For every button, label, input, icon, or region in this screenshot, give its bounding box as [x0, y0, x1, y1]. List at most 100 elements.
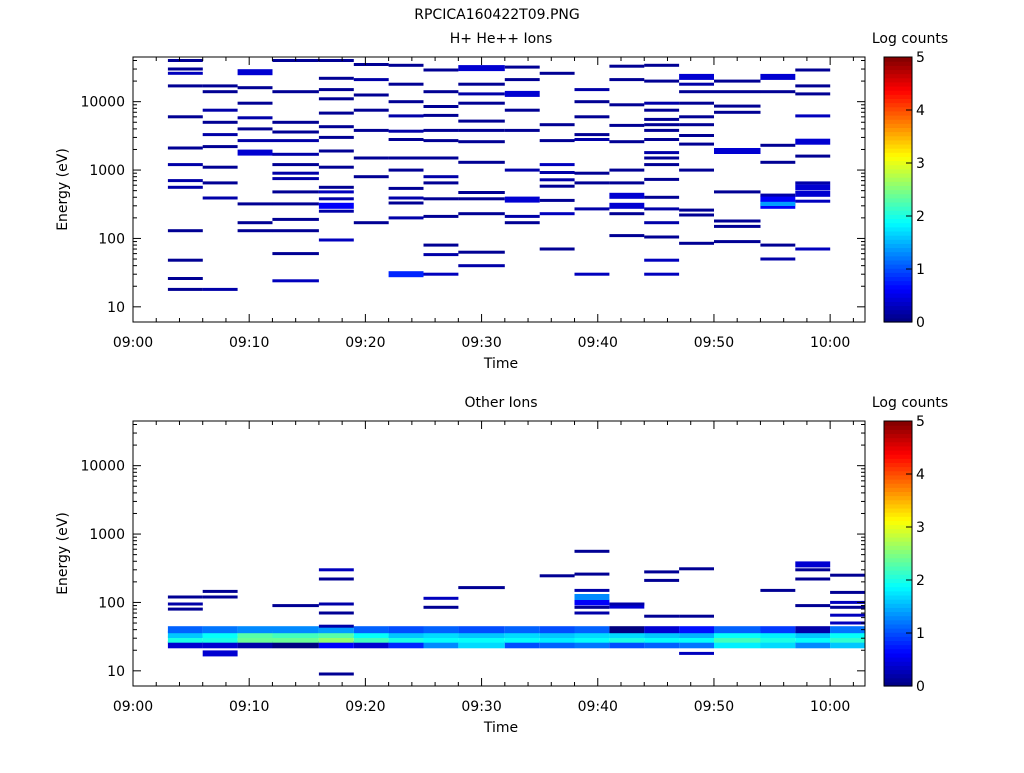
- colorbar-segment: [884, 69, 912, 75]
- colorbar-segment: [884, 197, 912, 203]
- heatmap-cell: [609, 64, 645, 68]
- heatmap-cell: [272, 130, 319, 134]
- heatmap-cell: [388, 129, 424, 133]
- colorbar-segment: [884, 586, 912, 592]
- heatmap-cells: [167, 59, 831, 291]
- heatmap-cell: [574, 181, 610, 185]
- colorbar-segment: [884, 90, 912, 95]
- heatmap-cell: [539, 123, 575, 127]
- heatmap-cell: [353, 78, 389, 82]
- colorbar-segment: [884, 503, 912, 509]
- heatmap-band-cell: [318, 631, 354, 638]
- heatmap-cell: [760, 143, 796, 147]
- heatmap-cell: [795, 84, 831, 88]
- colorbar-segment: [884, 152, 912, 157]
- colorbar-segment: [884, 297, 912, 302]
- heatmap-band-cell: [830, 635, 865, 643]
- colorbar-segment: [884, 313, 912, 319]
- heatmap-cell: [353, 175, 389, 179]
- heatmap-cell: [609, 181, 645, 185]
- colorbar-segment: [884, 661, 912, 666]
- colorbar-segment: [884, 445, 912, 451]
- colorbar-segment: [884, 615, 912, 621]
- heatmap-cell: [714, 219, 761, 223]
- heatmap-cell: [830, 605, 865, 609]
- colorbar-tick-label: 1: [916, 626, 925, 642]
- plot-frame: [132, 420, 866, 687]
- heatmap-cell: [423, 175, 459, 179]
- heatmap-band-cell: [202, 635, 238, 643]
- heatmap-cell: [237, 69, 273, 76]
- colorbar-segment: [884, 429, 912, 435]
- heatmap-band-cell: [574, 631, 610, 638]
- heatmap-cell: [202, 595, 238, 599]
- colorbar-segment: [884, 553, 912, 559]
- colorbar-tick-label: 3: [916, 156, 925, 172]
- colorbar-segment: [884, 421, 912, 426]
- colorbar-segment: [884, 57, 912, 62]
- heatmap-cell: [760, 73, 796, 80]
- heatmap-cell: [795, 577, 831, 581]
- heatmap-cell: [458, 160, 505, 164]
- heatmap-cell: [609, 140, 645, 144]
- heatmap-cell: [679, 614, 714, 618]
- colorbar-tick-label: 4: [916, 467, 925, 483]
- heatmap-cell: [795, 114, 831, 118]
- heatmap-cell: [202, 108, 238, 112]
- colorbar-segment: [884, 677, 912, 683]
- colorbar-segment: [884, 499, 912, 505]
- heatmap-cell: [644, 207, 680, 211]
- heatmap-cell: [830, 621, 865, 625]
- heatmap-cell: [574, 171, 610, 175]
- colorbar-segment: [884, 110, 912, 116]
- heatmap-cell: [423, 214, 459, 218]
- heatmap-cell: [423, 253, 459, 257]
- colorbar-segment: [884, 264, 912, 269]
- x-tick-label: 09:20: [345, 335, 385, 351]
- heatmap-cell: [423, 243, 459, 247]
- colorbar-segment: [884, 478, 912, 484]
- colorbar-segment: [884, 98, 912, 104]
- heatmap-cell: [714, 190, 761, 194]
- heatmap-cell: [574, 549, 610, 553]
- y-axis-label: Energy (eV): [55, 512, 71, 595]
- heatmap-cell: [388, 156, 424, 160]
- colorbar-segment: [884, 235, 912, 240]
- colorbar-segment: [884, 582, 912, 588]
- heatmap-cell: [760, 160, 796, 164]
- heatmap-cell: [272, 604, 319, 608]
- heatmap-cell: [714, 224, 761, 228]
- y-axis-label: Energy (eV): [55, 148, 71, 231]
- y-tick-label: 1000: [89, 163, 125, 179]
- heatmap-band-cell: [237, 631, 273, 638]
- colorbar-segment: [884, 512, 912, 517]
- heatmap-band-cell: [714, 626, 761, 634]
- heatmap-cell: [167, 115, 203, 119]
- heatmap-cell: [679, 651, 714, 655]
- colorbar-segment: [884, 536, 912, 542]
- heatmap-cell: [574, 588, 610, 592]
- heatmap-cell: [318, 611, 354, 615]
- colorbar-segment: [884, 528, 912, 534]
- heatmap-cell: [423, 197, 459, 201]
- colorbar-segment: [884, 470, 912, 476]
- colorbar-segment: [884, 590, 912, 596]
- heatmap-cell: [237, 149, 273, 156]
- colorbar-segment: [884, 549, 912, 555]
- heatmap-cell: [202, 165, 238, 169]
- x-tick-label: 09:20: [345, 699, 385, 715]
- heatmap-cell: [458, 197, 505, 201]
- heatmap-cell: [714, 104, 761, 108]
- x-tick-label: 10:00: [810, 335, 850, 351]
- heatmap-band-cell: [830, 631, 865, 638]
- heatmap-cell: [574, 100, 610, 104]
- heatmap-band-cell: [202, 626, 238, 634]
- colorbar-segment: [884, 123, 912, 128]
- colorbar-segment: [884, 193, 912, 199]
- heatmap-band-cell: [504, 626, 540, 634]
- heatmap-cell: [458, 191, 505, 194]
- heatmap-cell: [423, 128, 459, 132]
- heatmap-cell: [574, 272, 610, 276]
- heatmap-band-cell: [353, 631, 389, 638]
- heatmap-cell: [760, 90, 796, 94]
